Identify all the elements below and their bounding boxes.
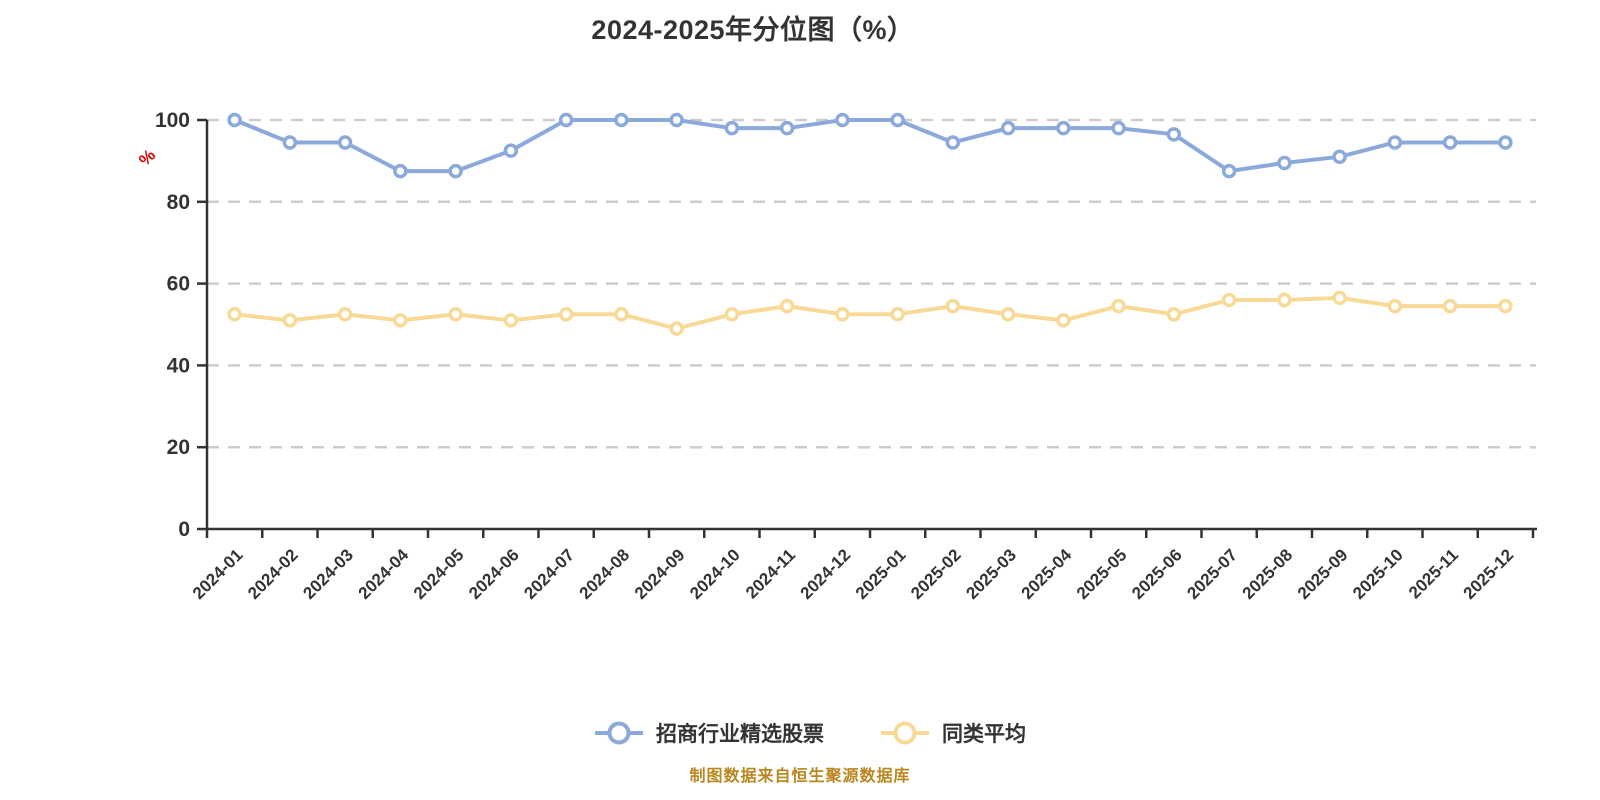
data-point-average-2025-09[interactable] <box>1332 290 1347 306</box>
x-axis-label-2024-07: 2024-07 <box>520 545 578 603</box>
data-point-average-2025-11[interactable] <box>1442 298 1458 314</box>
data-point-average-2025-02[interactable] <box>945 298 961 314</box>
data-point-average-2025-06[interactable] <box>1166 307 1182 322</box>
data-point-fund-2024-02[interactable] <box>282 135 298 150</box>
x-axis-label-2024-01: 2024-01 <box>189 545 247 603</box>
data-point-average-2025-12[interactable] <box>1498 298 1513 314</box>
data-point-fund-2025-07[interactable] <box>1221 163 1237 179</box>
data-point-average-2024-06[interactable] <box>503 313 519 328</box>
x-axis-label-2024-06: 2024-06 <box>465 545 523 603</box>
y-axis-label-0: 0 <box>178 518 190 541</box>
x-axis-label-2025-09: 2025-09 <box>1294 545 1352 603</box>
series-line-fund <box>232 118 1508 174</box>
data-source-caption: 制图数据来自恒生聚源数据库 <box>689 768 911 785</box>
x-axis-label-2024-11: 2024-11 <box>742 545 799 602</box>
data-point-average-2025-07[interactable] <box>1221 292 1237 308</box>
legend-label-fund: 招商行业精选股票 <box>656 723 824 746</box>
data-point-average-2024-03[interactable] <box>337 307 353 322</box>
y-axis-label-60: 60 <box>167 273 190 296</box>
x-axis-label-2024-12: 2024-12 <box>797 545 855 603</box>
x-axis-label-2025-12: 2025-12 <box>1460 545 1518 603</box>
data-point-fund-2024-11[interactable] <box>779 120 795 136</box>
x-axis-label-2025-01: 2025-01 <box>852 545 910 603</box>
y-axis-label-20: 20 <box>167 436 190 459</box>
data-point-average-2024-12[interactable] <box>835 307 850 322</box>
data-point-average-2024-04[interactable] <box>393 313 408 328</box>
data-point-fund-2024-09[interactable] <box>669 112 684 128</box>
data-point-fund-2024-06[interactable] <box>503 143 519 158</box>
legend-marker-fund-icon <box>595 721 643 745</box>
x-axis-label-2024-10: 2024-10 <box>686 545 744 603</box>
data-point-fund-2025-02[interactable] <box>945 135 961 150</box>
x-axis-label-2025-07: 2025-07 <box>1183 545 1241 603</box>
x-axis-label-2024-02: 2024-02 <box>244 545 302 603</box>
data-point-fund-2025-11[interactable] <box>1442 135 1458 150</box>
chart-title: 2024-2025年分位图（%） <box>591 15 915 45</box>
data-point-average-2024-11[interactable] <box>779 298 795 314</box>
x-axis-label-2025-05: 2025-05 <box>1073 545 1131 603</box>
data-point-fund-2025-08[interactable] <box>1277 155 1292 171</box>
data-point-average-2024-10[interactable] <box>724 307 740 322</box>
data-point-average-2024-02[interactable] <box>282 313 298 328</box>
data-point-average-2025-10[interactable] <box>1387 298 1403 314</box>
data-point-average-2025-04[interactable] <box>1056 313 1071 328</box>
data-point-fund-2025-05[interactable] <box>1111 120 1126 136</box>
data-point-fund-2024-05[interactable] <box>448 163 463 179</box>
data-point-fund-2025-06[interactable] <box>1166 127 1182 142</box>
x-axis-label-2025-10: 2025-10 <box>1349 545 1407 603</box>
data-point-fund-2024-12[interactable] <box>835 112 850 128</box>
data-point-fund-2025-10[interactable] <box>1387 135 1403 150</box>
plot-area: 0 20 40 60 80 100 2024-012024-022024-032024-04… <box>155 109 1537 603</box>
data-point-average-2025-01[interactable] <box>890 307 905 322</box>
data-point-average-2024-09[interactable] <box>669 321 684 336</box>
x-axis-label-2024-05: 2024-05 <box>410 545 468 603</box>
legend-label-average: 同类平均 <box>942 723 1026 746</box>
legend: 招商行业精选股票 同类平均 <box>0 718 1600 748</box>
y-axis-label-40: 40 <box>167 354 190 377</box>
x-axis-label-2025-02: 2025-02 <box>907 545 965 603</box>
x-axis-label-2025-04: 2025-04 <box>1018 545 1076 603</box>
x-axis-label-2024-03: 2024-03 <box>299 545 357 603</box>
x-axis-label-2025-11: 2025-11 <box>1405 545 1462 602</box>
data-point-average-2024-07[interactable] <box>558 307 574 322</box>
data-point-average-2025-08[interactable] <box>1277 292 1292 308</box>
y-axis-label-80: 80 <box>167 191 190 214</box>
data-point-average-2024-01[interactable] <box>227 307 242 322</box>
x-axis-label-2024-08: 2024-08 <box>576 545 634 603</box>
data-point-fund-2024-08[interactable] <box>614 112 629 128</box>
legend-item-average[interactable]: 同类平均 <box>880 718 1026 748</box>
data-point-fund-2025-01[interactable] <box>890 112 905 128</box>
x-axis-label-2024-09: 2024-09 <box>631 545 689 603</box>
legend-item-fund[interactable]: 招商行业精选股票 <box>594 718 824 748</box>
data-point-fund-2024-10[interactable] <box>724 120 740 136</box>
x-axis-label-2025-03: 2025-03 <box>962 545 1020 603</box>
legend-marker-average-icon <box>881 721 929 745</box>
y-axis-label-100: 100 <box>155 109 190 132</box>
data-point-fund-2025-03[interactable] <box>1000 120 1016 136</box>
data-point-fund-2024-04[interactable] <box>393 163 408 179</box>
x-axis-label-2025-06: 2025-06 <box>1128 545 1186 603</box>
data-point-average-2024-05[interactable] <box>448 307 463 322</box>
series-line-average <box>232 295 1508 331</box>
data-point-average-2025-05[interactable] <box>1111 298 1126 314</box>
x-axis-label-2024-04: 2024-04 <box>355 545 413 603</box>
data-point-fund-2025-04[interactable] <box>1056 120 1071 136</box>
data-point-average-2025-03[interactable] <box>1000 307 1016 322</box>
x-axis-label-2025-08: 2025-08 <box>1239 545 1297 603</box>
data-point-fund-2024-03[interactable] <box>337 135 353 150</box>
data-point-fund-2025-12[interactable] <box>1498 135 1513 150</box>
data-point-fund-2024-01[interactable] <box>227 112 242 128</box>
data-point-fund-2024-07[interactable] <box>558 112 574 128</box>
data-point-fund-2025-09[interactable] <box>1332 149 1347 165</box>
data-point-average-2024-08[interactable] <box>614 307 629 322</box>
